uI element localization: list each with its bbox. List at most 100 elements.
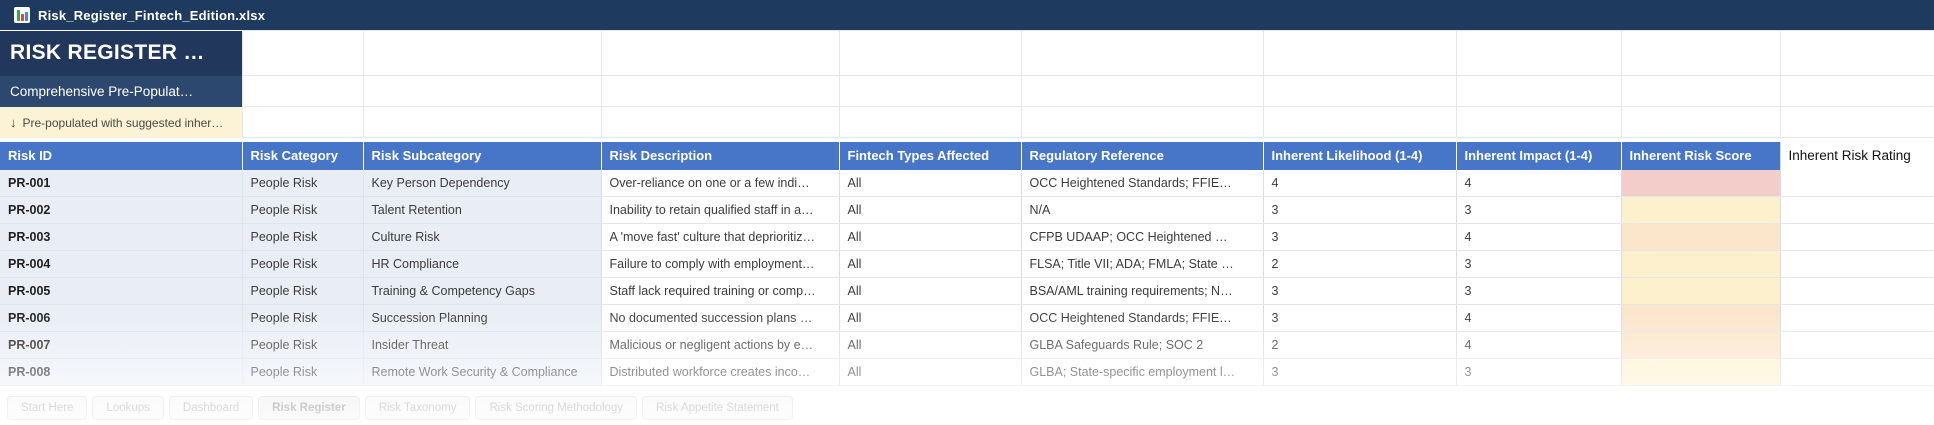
risk-category-cell[interactable]: People Risk [241, 250, 363, 278]
risk-subcategory-cell[interactable]: Succession Planning [362, 304, 601, 332]
fintech-types-cell[interactable]: All [838, 196, 1021, 224]
fintech-types-cell[interactable]: All [838, 169, 1021, 197]
empty-cell[interactable] [838, 30, 1022, 76]
sheet-tab-risk-register[interactable]: Risk Register [258, 396, 360, 420]
empty-cell[interactable] [1620, 75, 1781, 107]
fintech-types-cell[interactable]: All [838, 250, 1021, 278]
risk-description-cell[interactable]: Over-reliance on one or a few indi… [600, 169, 839, 197]
risk-id-cell[interactable]: PR-007 [0, 331, 242, 359]
empty-cell[interactable] [1262, 30, 1457, 76]
inherent-risk-rating-cell[interactable] [1779, 169, 1934, 197]
inherent-impact-cell[interactable]: 4 [1455, 304, 1621, 332]
inherent-likelihood-cell[interactable]: 3 [1262, 358, 1456, 386]
inherent-risk-rating-cell[interactable] [1779, 304, 1934, 332]
risk-category-cell[interactable]: People Risk [241, 331, 363, 359]
column-header-inherent-likelihood[interactable]: Inherent Likelihood (1-4) [1262, 141, 1456, 170]
sheet-tab-lookups[interactable]: Lookups [92, 396, 164, 420]
sheet-tab-dashboard[interactable]: Dashboard [168, 396, 254, 420]
empty-cell[interactable] [362, 30, 602, 76]
risk-category-cell[interactable]: People Risk [241, 304, 363, 332]
risk-description-cell[interactable]: Failure to comply with employment… [600, 250, 839, 278]
risk-description-cell[interactable]: Staff lack required training or comp… [600, 277, 839, 305]
empty-cell[interactable] [1020, 75, 1264, 107]
inherent-risk-rating-cell[interactable] [1779, 196, 1934, 224]
column-header-inherent-risk-rating[interactable]: Inherent Risk Rating [1779, 141, 1934, 170]
inherent-risk-score-cell[interactable] [1620, 277, 1780, 305]
inherent-risk-score-cell[interactable] [1620, 358, 1780, 386]
inherent-risk-score-cell[interactable] [1620, 169, 1780, 197]
empty-cell[interactable] [241, 75, 364, 107]
fintech-types-cell[interactable]: All [838, 304, 1021, 332]
sheet-tab-start-here[interactable]: Start Here [7, 396, 88, 420]
column-header-risk-category[interactable]: Risk Category [241, 141, 363, 170]
empty-cell[interactable] [241, 30, 364, 76]
risk-description-cell[interactable]: Malicious or negligent actions by e… [600, 331, 839, 359]
sheet-title-cell[interactable]: RISK REGISTER … [0, 30, 242, 76]
fintech-types-cell[interactable]: All [838, 223, 1021, 251]
risk-id-cell[interactable]: PR-006 [0, 304, 242, 332]
column-header-inherent-impact[interactable]: Inherent Impact (1-4) [1455, 141, 1621, 170]
inherent-risk-score-cell[interactable] [1620, 304, 1780, 332]
regulatory-reference-cell[interactable]: CFPB UDAAP; OCC Heightened … [1020, 223, 1263, 251]
inherent-impact-cell[interactable]: 4 [1455, 169, 1621, 197]
empty-cell[interactable] [1455, 106, 1622, 138]
empty-cell[interactable] [600, 106, 840, 138]
risk-description-cell[interactable]: Inability to retain qualified staff in a… [600, 196, 839, 224]
empty-cell[interactable] [1779, 106, 1934, 138]
risk-subcategory-cell[interactable]: Insider Threat [362, 331, 601, 359]
inherent-impact-cell[interactable]: 3 [1455, 358, 1621, 386]
empty-cell[interactable] [1779, 75, 1934, 107]
risk-subcategory-cell[interactable]: Key Person Dependency [362, 169, 601, 197]
inherent-likelihood-cell[interactable]: 4 [1262, 169, 1456, 197]
inherent-likelihood-cell[interactable]: 3 [1262, 277, 1456, 305]
empty-cell[interactable] [838, 106, 1022, 138]
fintech-types-cell[interactable]: All [838, 277, 1021, 305]
empty-cell[interactable] [362, 75, 602, 107]
sheet-tab-risk-appetite-statement[interactable]: Risk Appetite Statement [642, 396, 793, 420]
risk-category-cell[interactable]: People Risk [241, 358, 363, 386]
sheet-tab-risk-scoring-methodology[interactable]: Risk Scoring Methodology [475, 396, 638, 420]
inherent-risk-rating-cell[interactable] [1779, 277, 1934, 305]
inherent-risk-rating-cell[interactable] [1779, 223, 1934, 251]
inherent-risk-rating-cell[interactable] [1779, 250, 1934, 278]
inherent-risk-score-cell[interactable] [1620, 250, 1780, 278]
regulatory-reference-cell[interactable]: OCC Heightened Standards; FFIE… [1020, 304, 1263, 332]
fintech-types-cell[interactable]: All [838, 358, 1021, 386]
column-header-fintech-types[interactable]: Fintech Types Affected [838, 141, 1021, 170]
empty-cell[interactable] [1455, 75, 1622, 107]
risk-description-cell[interactable]: A 'move fast' culture that deprioritiz… [600, 223, 839, 251]
risk-id-cell[interactable]: PR-001 [0, 169, 242, 197]
risk-description-cell[interactable]: Distributed workforce creates inco… [600, 358, 839, 386]
inherent-impact-cell[interactable]: 3 [1455, 250, 1621, 278]
regulatory-reference-cell[interactable]: OCC Heightened Standards; FFIE… [1020, 169, 1263, 197]
risk-category-cell[interactable]: People Risk [241, 277, 363, 305]
regulatory-reference-cell[interactable]: GLBA Safeguards Rule; SOC 2 [1020, 331, 1263, 359]
inherent-risk-rating-cell[interactable] [1779, 331, 1934, 359]
sheet-tab-risk-taxonomy[interactable]: Risk Taxonomy [364, 396, 471, 420]
inherent-impact-cell[interactable]: 4 [1455, 331, 1621, 359]
risk-subcategory-cell[interactable]: Culture Risk [362, 223, 601, 251]
fintech-types-cell[interactable]: All [838, 331, 1021, 359]
empty-cell[interactable] [241, 106, 364, 138]
regulatory-reference-cell[interactable]: GLBA; State-specific employment l… [1020, 358, 1263, 386]
note-cell[interactable]: ↓ Pre-populated with suggested inher… [0, 106, 242, 138]
risk-id-cell[interactable]: PR-002 [0, 196, 242, 224]
column-header-inherent-risk-score[interactable]: Inherent Risk Score [1620, 141, 1780, 170]
inherent-risk-rating-cell[interactable] [1779, 358, 1934, 386]
risk-id-cell[interactable]: PR-004 [0, 250, 242, 278]
inherent-likelihood-cell[interactable]: 3 [1262, 223, 1456, 251]
column-header-risk-id[interactable]: Risk ID [0, 141, 242, 170]
risk-subcategory-cell[interactable]: Remote Work Security & Compliance [362, 358, 601, 386]
column-header-regulatory-reference[interactable]: Regulatory Reference [1020, 141, 1263, 170]
empty-cell[interactable] [1020, 30, 1264, 76]
regulatory-reference-cell[interactable]: N/A [1020, 196, 1263, 224]
risk-category-cell[interactable]: People Risk [241, 169, 363, 197]
column-header-risk-description[interactable]: Risk Description [600, 141, 839, 170]
inherent-impact-cell[interactable]: 4 [1455, 223, 1621, 251]
risk-description-cell[interactable]: No documented succession plans … [600, 304, 839, 332]
risk-subcategory-cell[interactable]: Training & Competency Gaps [362, 277, 601, 305]
empty-cell[interactable] [1455, 30, 1622, 76]
risk-subcategory-cell[interactable]: HR Compliance [362, 250, 601, 278]
empty-cell[interactable] [1262, 106, 1457, 138]
empty-cell[interactable] [362, 106, 602, 138]
